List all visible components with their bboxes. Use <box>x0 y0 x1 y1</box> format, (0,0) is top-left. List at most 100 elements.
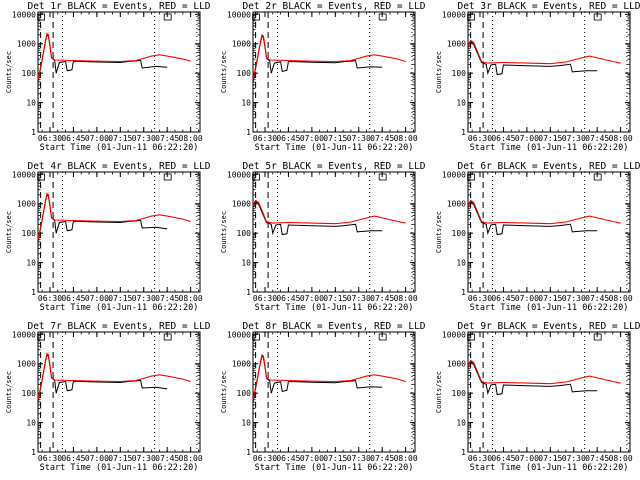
panel-title: Det 4r BLACK = Events, RED = LLD <box>27 161 210 172</box>
series-events-line <box>467 200 598 236</box>
flag-marker <box>378 173 387 181</box>
flag-marker <box>37 333 46 341</box>
x-tick-label: 07:00 <box>85 134 109 143</box>
y-tick-label: 100 <box>237 229 252 238</box>
x-tick-label: 07:15 <box>108 294 132 303</box>
flag-marker <box>252 13 261 21</box>
y-tick-label: 10000 <box>227 170 251 179</box>
x-tick-label: 06:45 <box>61 134 85 143</box>
y-tick-label: 100 <box>452 69 467 78</box>
x-tick-label: 07:15 <box>538 294 562 303</box>
x-tick-label: 08:00 <box>394 454 418 463</box>
flag-marker <box>593 333 602 341</box>
x-axis-label: Start Time (01-Jun-11 06:22:20) <box>255 143 414 153</box>
flag-marker <box>163 13 172 21</box>
y-tick-label: 1000 <box>447 200 466 209</box>
x-tick-label: 07:15 <box>538 134 562 143</box>
y-tick-label: 1 <box>31 288 36 297</box>
panel-title: Det 2r BLACK = Events, RED = LLD <box>242 1 425 12</box>
x-tick-label: 07:30 <box>132 454 156 463</box>
plot-frame <box>252 171 416 293</box>
plot-frame <box>252 331 416 453</box>
x-axis-label: Start Time (01-Jun-11 06:22:20) <box>470 303 629 313</box>
y-tick-label: 1000 <box>232 360 251 369</box>
y-tick-label: 10 <box>26 99 36 108</box>
flag-marker <box>37 13 46 21</box>
series-events-line <box>467 40 598 76</box>
y-tick-label: 10000 <box>442 330 466 339</box>
x-tick-label: 06:45 <box>491 294 515 303</box>
panel-1: Det 1r BLACK = Events, RED = LLD 1 10 100 10… <box>5 1 211 153</box>
y-tick-label: 100 <box>22 229 37 238</box>
flag-marker <box>593 13 602 21</box>
x-tick-label: 06:30 <box>468 294 492 303</box>
x-tick-label: 07:45 <box>585 134 609 143</box>
x-tick-label: 07:15 <box>323 454 347 463</box>
panel-title: Det 7r BLACK = Events, RED = LLD <box>27 321 210 332</box>
panel-8: Det 8r BLACK = Events, RED = LLD 1 10 100 10… <box>220 321 426 473</box>
x-tick-label: 07:30 <box>347 454 371 463</box>
x-tick-label: 07:30 <box>562 294 586 303</box>
x-tick-label: 07:15 <box>323 294 347 303</box>
x-tick-label: 07:00 <box>85 454 109 463</box>
y-tick-label: 100 <box>452 389 467 398</box>
y-tick-label: 10 <box>26 419 36 428</box>
panel-title: Det 5r BLACK = Events, RED = LLD <box>242 161 425 172</box>
y-tick-label: 1000 <box>447 40 466 49</box>
x-tick-label: 06:45 <box>491 454 515 463</box>
panel-7: Det 7r BLACK = Events, RED = LLD 1 10 100 10… <box>5 321 211 473</box>
y-tick-label: 10000 <box>442 10 466 19</box>
y-axis-label: Counts/sec <box>5 211 13 253</box>
y-tick-label: 100 <box>237 389 252 398</box>
flag-marker <box>467 173 476 181</box>
y-tick-label: 10 <box>241 259 251 268</box>
x-tick-label: 06:45 <box>276 454 300 463</box>
y-tick-label: 1 <box>461 288 466 297</box>
x-tick-label: 07:00 <box>515 454 539 463</box>
flag-marker <box>378 13 387 21</box>
series-events-line <box>252 35 383 83</box>
x-tick-label: 08:00 <box>179 294 203 303</box>
y-tick-label: 1 <box>461 448 466 457</box>
panel-3: Det 3r BLACK = Events, RED = LLD 1 10 100 10… <box>435 1 640 153</box>
y-tick-label: 10 <box>241 419 251 428</box>
x-tick-label: 07:45 <box>585 294 609 303</box>
x-tick-label: 06:30 <box>38 134 62 143</box>
flag-marker <box>252 173 261 181</box>
x-tick-label: 08:00 <box>394 134 418 143</box>
y-tick-label: 1 <box>31 448 36 457</box>
y-tick-label: 10000 <box>12 10 36 19</box>
x-tick-label: 06:30 <box>38 454 62 463</box>
x-tick-label: 07:45 <box>370 134 394 143</box>
y-axis-label: Counts/sec <box>220 211 228 253</box>
y-tick-label: 1 <box>461 128 466 137</box>
x-axis-label: Start Time (01-Jun-11 06:22:20) <box>255 463 414 473</box>
series-events-line <box>37 193 168 243</box>
plot-frame <box>252 11 416 133</box>
panel-title: Det 6r BLACK = Events, RED = LLD <box>457 161 640 172</box>
plot-frame <box>467 171 631 293</box>
flag-marker <box>163 173 172 181</box>
flag-marker <box>252 333 261 341</box>
x-tick-label: 07:45 <box>155 454 179 463</box>
x-tick-label: 07:00 <box>515 294 539 303</box>
x-tick-label: 07:30 <box>347 134 371 143</box>
panel-title: Det 1r BLACK = Events, RED = LLD <box>27 1 210 12</box>
flag-marker <box>593 173 602 181</box>
y-tick-label: 1000 <box>17 200 36 209</box>
y-tick-label: 1 <box>246 128 251 137</box>
y-tick-label: 10000 <box>442 170 466 179</box>
series-lld-line <box>467 199 621 225</box>
y-axis-label: Counts/sec <box>435 371 443 413</box>
panel-title: Det 8r BLACK = Events, RED = LLD <box>242 321 425 332</box>
series-lld-line <box>37 192 191 240</box>
x-tick-label: 08:00 <box>609 294 633 303</box>
series-lld-line <box>252 353 406 400</box>
flag-marker <box>467 333 476 341</box>
x-tick-label: 07:00 <box>515 134 539 143</box>
x-tick-label: 08:00 <box>609 454 633 463</box>
y-tick-label: 10 <box>456 419 466 428</box>
flag-marker <box>467 13 476 21</box>
x-tick-label: 07:45 <box>155 294 179 303</box>
x-tick-label: 07:30 <box>347 294 371 303</box>
